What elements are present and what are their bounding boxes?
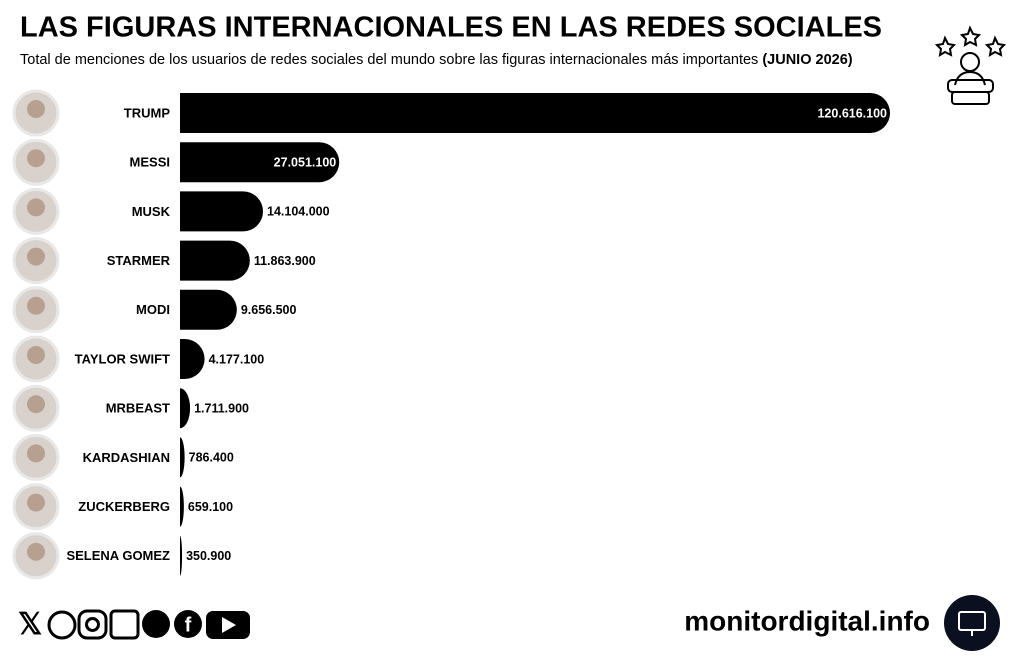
- avatar-head: [27, 444, 45, 463]
- category-label: TAYLOR SWIFT: [75, 351, 170, 366]
- bar: [180, 437, 185, 478]
- avatar-head: [27, 149, 45, 168]
- category-label: STARMER: [107, 253, 171, 268]
- x-icon: 𝕏: [18, 608, 42, 641]
- category-label: KARDASHIAN: [83, 450, 170, 465]
- instagram-icon: [77, 609, 108, 640]
- value-label: 1.711.900: [194, 401, 249, 415]
- bar: [180, 142, 340, 183]
- youtube-play: [222, 617, 236, 633]
- footer-logo: [944, 595, 1000, 651]
- bar: [180, 191, 264, 232]
- category-label: MODI: [136, 302, 170, 317]
- bar: [180, 486, 184, 527]
- avatar-head: [27, 198, 45, 217]
- value-label: 14.104.000: [267, 205, 330, 219]
- value-label: 27.051.100: [274, 155, 337, 169]
- avatar-head: [27, 247, 45, 266]
- threads-icon: [47, 610, 77, 640]
- avatar-head: [27, 100, 45, 118]
- facebook-f: f: [185, 614, 192, 636]
- facebook-icon: [174, 610, 202, 638]
- bar: [180, 388, 191, 429]
- reddit-icon: [109, 609, 140, 640]
- value-label: 4.177.100: [209, 352, 265, 366]
- subtitle: Total de menciones de los usuarios de re…: [20, 52, 853, 68]
- header-icon: [934, 25, 1007, 105]
- tiktok-icon: [142, 610, 170, 638]
- avatar-head: [27, 296, 45, 315]
- category-label: MRBEAST: [106, 401, 170, 416]
- bar: [180, 289, 237, 330]
- value-label: 350.900: [186, 549, 231, 563]
- avatar-head: [27, 346, 45, 364]
- value-label: 786.400: [189, 451, 234, 465]
- category-label: MUSK: [132, 204, 171, 219]
- category-label: MESSI: [130, 155, 170, 170]
- subtitle-date: (JUNIO 2026): [762, 52, 852, 68]
- chart-title: LAS FIGURAS INTERNACIONALES EN LAS REDES…: [20, 12, 882, 44]
- value-label: 11.863.900: [254, 254, 316, 268]
- social-icons: 𝕏 f: [18, 608, 250, 641]
- bar: [180, 535, 183, 576]
- footer-site: monitordigital.info: [684, 605, 930, 636]
- category-label: TRUMP: [124, 105, 171, 120]
- bar: [180, 93, 890, 133]
- avatar-head: [27, 542, 45, 561]
- category-label: SELENA GOMEZ: [66, 548, 170, 563]
- bar: [180, 240, 250, 281]
- instagram-lens: [85, 617, 100, 632]
- value-label: 9.656.500: [241, 303, 297, 317]
- category-label: ZUCKERBERG: [78, 499, 170, 514]
- value-label: 659.100: [188, 500, 233, 514]
- bar: [180, 339, 205, 379]
- avatar-head: [27, 395, 45, 414]
- value-label: 120.616.100: [817, 106, 887, 120]
- subtitle-text: Total de menciones de los usuarios de re…: [20, 52, 758, 68]
- avatar-head: [27, 493, 45, 512]
